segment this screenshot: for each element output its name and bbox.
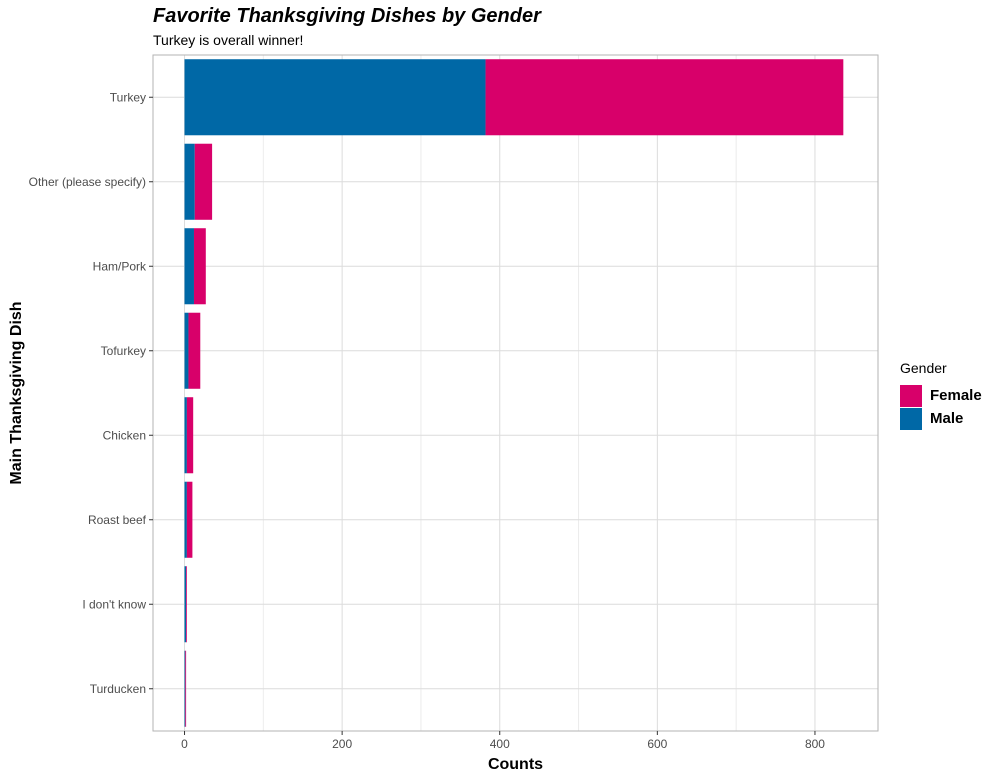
bar-female <box>186 481 193 558</box>
x-tick-label: 400 <box>490 737 510 751</box>
legend-item-female: Female <box>900 384 982 407</box>
bar-male <box>184 481 187 558</box>
bar-female <box>188 312 201 389</box>
bar-male <box>184 566 187 643</box>
chart-title: Favorite Thanksgiving Dishes by Gender <box>153 5 541 27</box>
panel-border <box>152 54 879 732</box>
legend-label-male: Male <box>930 410 964 427</box>
bar-female <box>186 566 187 643</box>
y-tick-label: Tofurkey <box>101 344 146 358</box>
y-tick-label: Turducken <box>90 682 146 696</box>
legend-label-female: Female <box>930 387 982 404</box>
y-tick-label: Turkey <box>110 90 146 104</box>
y-axis-title: Main Thanksgiving Dish <box>8 301 25 484</box>
legend-item-male: Male <box>900 407 982 430</box>
bar-male <box>184 397 187 474</box>
legend-swatch-female <box>900 384 922 407</box>
bar-male <box>184 228 194 305</box>
bar-male <box>184 59 486 136</box>
y-tick-label: I don't know <box>82 597 146 611</box>
x-tick-label: 800 <box>805 737 825 751</box>
x-tick-label: 0 <box>181 737 188 751</box>
legend-swatch-male <box>900 407 922 430</box>
legend-title: Gender <box>900 360 947 376</box>
y-tick-label: Other (please specify) <box>29 175 146 189</box>
y-tick-label: Roast beef <box>88 513 147 527</box>
bar-female <box>185 650 187 727</box>
bar-female <box>186 397 194 474</box>
legend: Gender Female Male <box>900 360 982 430</box>
bar-female <box>194 143 213 220</box>
bar-male <box>184 312 189 389</box>
bar-female <box>485 59 844 136</box>
x-axis-title: Counts <box>488 756 543 773</box>
y-tick-label: Ham/Pork <box>93 259 147 273</box>
x-tick-label: 600 <box>647 737 667 751</box>
bar-female <box>193 228 206 305</box>
x-tick-label: 200 <box>332 737 352 751</box>
bar-male <box>184 650 186 727</box>
chart-subtitle: Turkey is overall winner! <box>153 32 304 48</box>
y-tick-label: Chicken <box>103 428 146 442</box>
bar-male <box>184 143 195 220</box>
